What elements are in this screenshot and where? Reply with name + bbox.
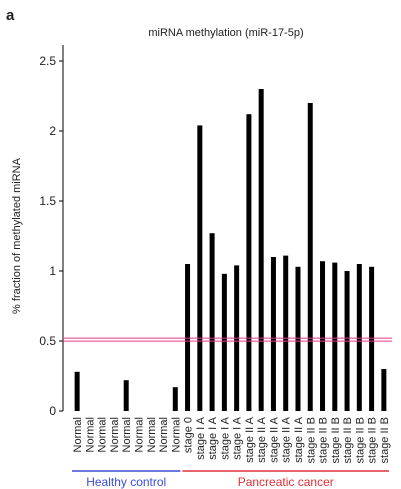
bar [221,273,227,411]
bar [172,387,178,411]
bar [258,89,264,411]
x-tick-label: stage II A [244,416,256,463]
x-tick-label: stage II B [354,417,366,463]
x-tick-label: stage II A [293,416,305,463]
x-tick-label: Normal [133,417,145,452]
x-tick-label: stage II B [318,417,330,463]
bar [332,262,338,411]
bar [283,255,289,411]
x-tick-label: Normal [84,417,96,452]
bar [197,125,203,412]
chart-title: miRNA methylation (miR-17-5p) [148,27,303,39]
x-tick-label: stage I A [219,416,231,459]
x-tick-label: stage II A [268,416,280,463]
x-tick-label: Normal [72,417,84,452]
bar [123,380,129,411]
x-tick-label: stage II B [330,417,342,463]
x-tick-label: Normal [146,417,158,452]
x-tick-label: Normal [158,417,170,452]
bar [307,103,313,411]
y-tick-label: 2.5 [39,54,56,68]
bar [369,266,375,411]
x-tick-label: stage II B [342,417,354,463]
bar [246,114,252,411]
x-tick-label: Normal [97,417,109,452]
x-tick-label: Normal [121,417,133,452]
x-tick-label: stage II A [281,416,293,463]
y-tick-label: 2 [49,124,56,138]
bar [209,233,215,411]
group-label: Healthy control [86,475,166,489]
bar [185,264,191,411]
group-label: Pancreatic cancer [238,475,334,489]
panel-label: a [6,7,15,24]
x-tick-label: stage II A [256,416,268,463]
y-tick-label: 0 [49,404,56,418]
x-tick-label: Normal [109,417,121,452]
x-tick-label: stage I A [195,416,207,459]
y-tick-label: 1.5 [39,194,56,208]
y-tick-label: 1 [49,264,56,278]
x-tick-label: stage I A [232,416,244,459]
y-axis-label: % fraction of methylated miRNA [11,157,23,314]
bar [356,264,362,411]
y-tick-label: 0.5 [39,334,56,348]
x-tick-label: stage I A [207,416,219,459]
bar [270,257,276,411]
x-tick-label: Normal [170,417,182,452]
x-tick-label: stage II B [305,417,317,463]
x-tick-label: stage II B [367,417,379,463]
bar [320,261,326,411]
bar [74,371,80,411]
bar [381,369,387,411]
bar [295,266,301,411]
x-tick-label: stage 0 [183,417,195,453]
x-tick-label: stage II B [379,417,391,463]
